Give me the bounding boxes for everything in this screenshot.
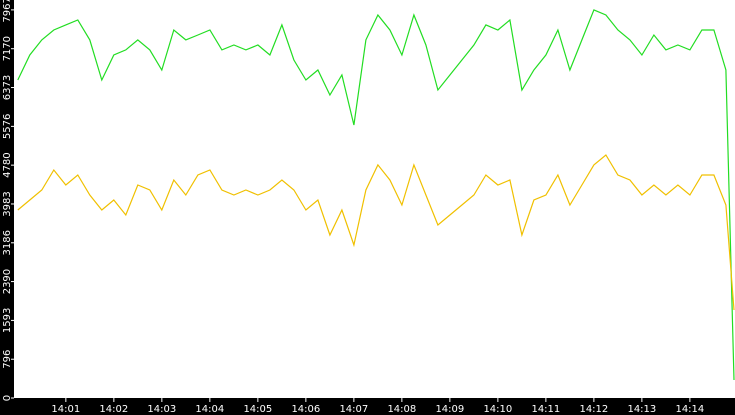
x-tick-label: 14:03 — [147, 404, 176, 415]
y-tick-label: 0 — [2, 395, 13, 401]
y-tick-label: 3186 — [2, 230, 13, 255]
x-tick-label: 14:05 — [243, 404, 272, 415]
y-tick-label: 7967 — [2, 0, 13, 23]
x-tick-label: 14:12 — [579, 404, 608, 415]
y-tick-label: 4780 — [2, 152, 13, 177]
y-tick-label: 5576 — [2, 114, 13, 139]
x-tick-label: 14:08 — [387, 404, 416, 415]
x-tick-label: 14:10 — [483, 404, 512, 415]
series-line — [17, 154, 735, 311]
x-tick-label: 14:09 — [435, 404, 464, 415]
x-tick-label: 14:06 — [291, 404, 320, 415]
y-tick-label: 6373 — [2, 75, 13, 100]
x-tick-label: 14:04 — [195, 404, 224, 415]
x-tick-label: 14:02 — [99, 404, 128, 415]
plot-area — [14, 0, 735, 398]
y-tick-label: 796 — [2, 350, 13, 369]
x-tick-label: 14:13 — [627, 404, 656, 415]
y-tick-label: 7170 — [2, 36, 13, 61]
x-tick-label: 14:01 — [51, 404, 80, 415]
x-tick-label: 14:11 — [531, 404, 560, 415]
x-tick-label: 14:07 — [339, 404, 368, 415]
series-line — [17, 9, 735, 381]
x-tick-label: 14:14 — [675, 404, 704, 415]
y-tick-label: 1593 — [2, 308, 13, 333]
y-tick-label: 2390 — [2, 269, 13, 294]
y-tick-label: 3983 — [2, 191, 13, 216]
